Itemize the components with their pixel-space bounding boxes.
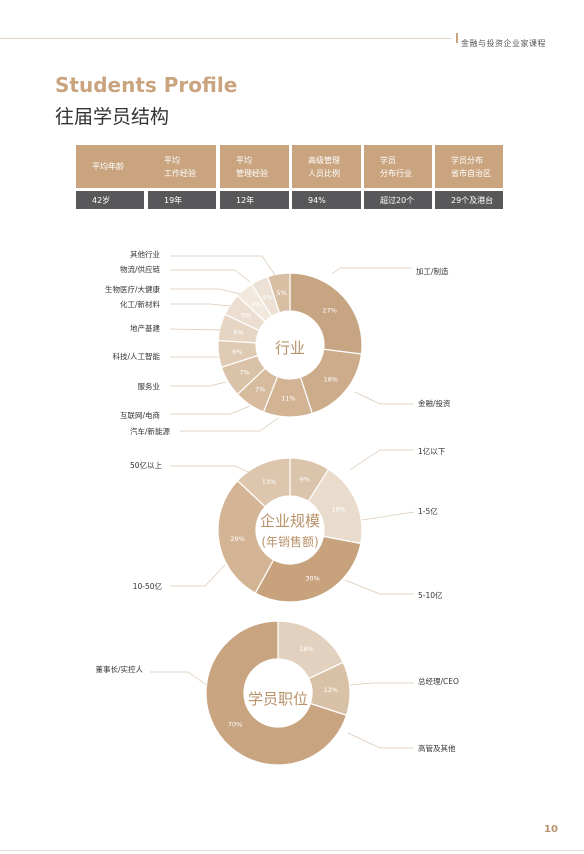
donut-slice — [254, 535, 362, 603]
page-title-cn: 往届学员结构 — [55, 106, 170, 128]
slice-category-label: 董事长/实控人 — [95, 664, 143, 674]
header-title: 金融与投资企业家课程 — [461, 39, 546, 48]
slice-category-label: 金融/投资 — [418, 398, 451, 408]
slice-percent-label: 4% — [262, 294, 272, 302]
leader-line — [150, 671, 209, 687]
slice-category-label: 互联网/电商 — [120, 410, 161, 420]
slice-percent-label: 9% — [300, 476, 310, 484]
slice-category-label: 地产基建 — [130, 323, 160, 333]
slice-category-label: 高管及其他 — [418, 743, 456, 753]
leader-line — [169, 328, 223, 331]
stat-label-1: 高级管理 — [308, 155, 340, 165]
donut-center-label: 企业规模 — [260, 512, 320, 530]
stat-label-2: 省市自治区 — [451, 168, 491, 178]
slice-category-label: 5-10亿 — [418, 590, 443, 600]
donut-slice — [236, 457, 291, 508]
slice-percent-label: 11% — [281, 394, 295, 402]
leader-line — [344, 579, 414, 595]
stat-value-region: 29个及港台 — [435, 191, 503, 209]
stat-header-industry: 学员 分布行业 — [364, 145, 432, 188]
donut-center-label: 学员职位 — [248, 690, 308, 708]
stat-label-1: 学员 — [380, 155, 396, 165]
slice-category-label: 10-50亿 — [133, 581, 163, 591]
header-rule — [0, 38, 452, 39]
stat-header-senior: 高级管理 人员比例 — [292, 145, 361, 188]
stat-label-1: 平均年龄 — [92, 162, 124, 171]
donut-slice — [205, 620, 348, 766]
slice-category-label: 50亿以上 — [130, 460, 163, 470]
slice-percent-label: 27% — [323, 306, 337, 314]
slice-percent-label: 18% — [299, 645, 313, 653]
leader-line — [170, 564, 226, 587]
slice-category-label: 1亿以下 — [418, 446, 446, 456]
slice-percent-label: 6% — [234, 328, 244, 336]
slice-percent-label: 19% — [331, 505, 345, 513]
stat-value-senior: 94% — [292, 191, 361, 209]
page-title-en: Students Profile — [55, 73, 238, 97]
donut-chart-2: 9% 1亿以下 19% 1-5亿 30% 5-10亿 29% 10-50亿 13% 50亿以上企业… — [130, 446, 446, 603]
leader-line — [349, 682, 414, 686]
slice-category-label: 科技/人工智能 — [112, 351, 160, 361]
slice-category-label: 总经理/CEO — [418, 676, 459, 686]
donut-slice — [289, 272, 363, 355]
leader-line — [331, 267, 412, 275]
slice-percent-label: 5% — [241, 312, 251, 320]
slice-percent-label: 7% — [255, 385, 265, 393]
stat-header-work: 平均 工作经验 — [148, 145, 216, 188]
footer-rule — [0, 850, 584, 851]
slice-percent-label: 29% — [230, 535, 244, 543]
slice-category-label: 加工/制造 — [416, 266, 449, 276]
slice-category-label: 化工/新材料 — [120, 299, 161, 309]
slice-category-label: 生物医疗/大健康 — [105, 284, 161, 294]
leader-line — [170, 269, 251, 283]
leader-line — [347, 732, 414, 749]
leader-line — [170, 465, 256, 476]
slice-category-label: 其他行业 — [130, 249, 160, 259]
slice-percent-label: 12% — [324, 686, 338, 694]
slice-category-label: 1-5亿 — [418, 506, 438, 516]
slice-percent-label: 30% — [305, 574, 319, 582]
leader-line — [354, 391, 414, 405]
leader-line — [170, 405, 251, 415]
slice-category-label: 服务业 — [138, 381, 161, 391]
stat-label-1: 平均 — [236, 155, 252, 165]
stat-value-industry: 超过20个 — [364, 191, 432, 209]
slice-percent-label: 7% — [239, 368, 249, 376]
stat-label-1: 平均 — [164, 155, 180, 165]
leader-line — [180, 417, 279, 432]
stat-value-work: 19年 — [148, 191, 216, 209]
slice-percent-label: 70% — [228, 721, 242, 729]
slice-percent-label: 6% — [232, 348, 242, 356]
slice-category-label: 汽车/新能源 — [130, 426, 171, 436]
header-accent-mark — [456, 33, 458, 43]
stat-label-2: 工作经验 — [164, 168, 196, 178]
slice-percent-label: 4% — [251, 301, 261, 309]
leader-line — [170, 381, 227, 387]
slice-percent-label: 5% — [277, 289, 287, 297]
stat-label-1: 学员分布 — [451, 155, 483, 165]
stat-value-age: 42岁 — [76, 191, 144, 209]
leader-line — [361, 511, 415, 521]
page-number: 10 — [544, 824, 558, 835]
leader-line — [170, 303, 231, 307]
stat-header-mgmt: 平均 管理经验 — [220, 145, 289, 188]
leader-line — [170, 288, 241, 295]
stat-label-2: 人员比例 — [308, 168, 340, 178]
leader-line — [170, 255, 276, 276]
stat-label-2: 管理经验 — [236, 168, 268, 178]
slice-percent-label: 18% — [324, 375, 338, 383]
stat-value-mgmt: 12年 — [220, 191, 289, 209]
donut-center-label: 行业 — [275, 339, 305, 357]
stat-header-region: 学员分布 省市自治区 — [435, 145, 503, 188]
leader-line — [349, 449, 414, 471]
donut-center-sublabel: (年销售额) — [261, 534, 318, 549]
donut-chart-1: 27% 加工/制造 18% 金融/投资 11% 汽车/新能源 7% 互联网/电商 7% 服务业 6%… — [105, 249, 451, 436]
slice-percent-label: 13% — [262, 478, 276, 486]
stat-label-2: 分布行业 — [380, 168, 412, 178]
donut-slice — [217, 479, 275, 594]
slice-category-label: 物流/供应链 — [120, 264, 161, 274]
